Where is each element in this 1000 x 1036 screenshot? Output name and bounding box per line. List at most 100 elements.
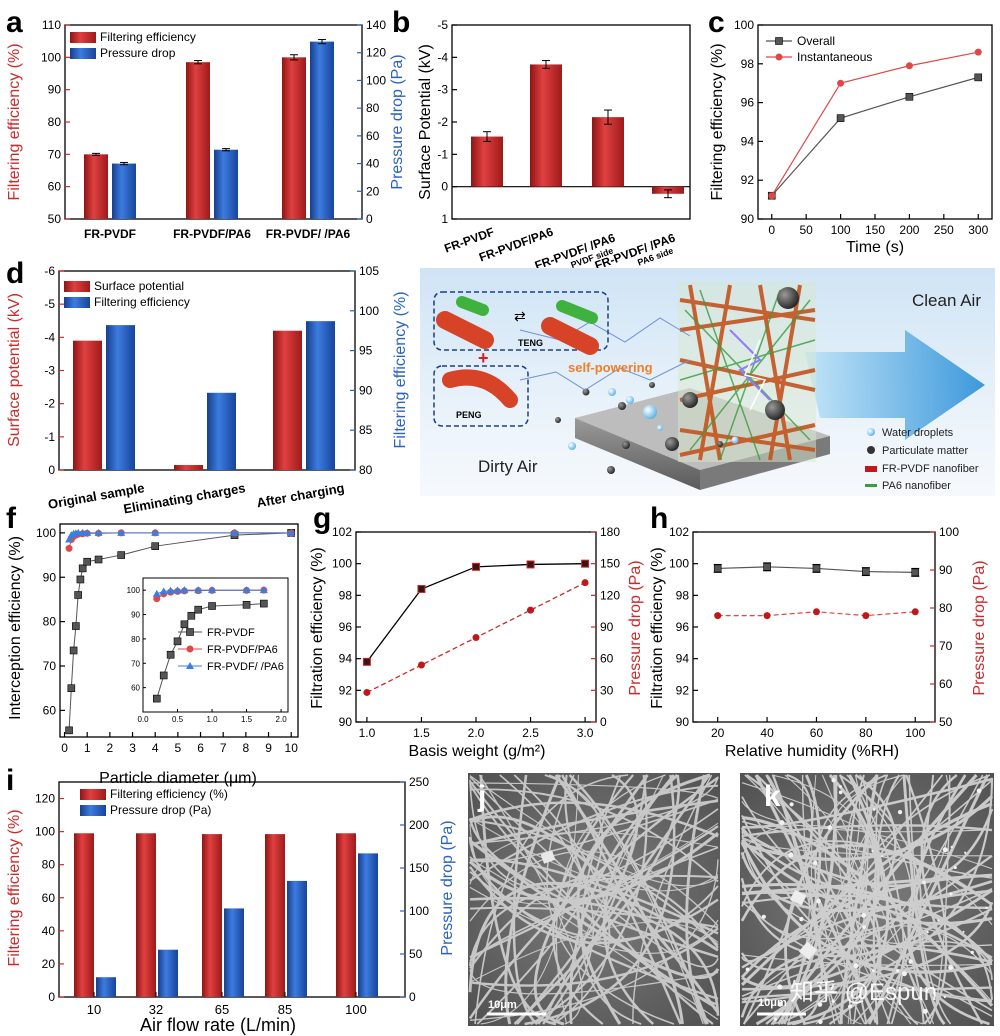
category-label: After charging — [255, 480, 345, 510]
inset-point — [194, 605, 203, 614]
sem-particle — [862, 925, 866, 929]
y-tick-label: 100 — [669, 557, 689, 571]
sem-fiber — [741, 889, 993, 969]
sem-fiber — [469, 775, 719, 887]
y-tick-label: 0 — [409, 990, 416, 1004]
data-point — [69, 646, 78, 655]
y-tick-label: 90 — [48, 83, 62, 97]
point-efficiency — [713, 564, 722, 573]
sem-particle — [970, 950, 974, 955]
bar-surface-potential — [530, 64, 562, 187]
x-tick-label: 80 — [859, 726, 873, 740]
bar-pressure-drop — [287, 880, 307, 997]
sem-particle — [838, 790, 843, 795]
y-tick-label: 40 — [366, 157, 380, 171]
point-pressure — [911, 608, 919, 616]
panel-label-g: g — [313, 502, 331, 535]
nanofiber-mesh — [678, 282, 816, 462]
sem-fiber — [902, 774, 946, 1026]
legend-filtering-efficiency-swatch — [70, 32, 96, 43]
sem-particle — [818, 1019, 823, 1025]
y-tick-label: 100 — [939, 525, 959, 539]
peng-label: PENG — [456, 410, 482, 420]
x-tick-label: 60 — [810, 726, 824, 740]
chart-c: 90 92 94 96 98 100 0 50 100 150 200 250 300 Filtering… — [709, 18, 993, 256]
sem-particle — [773, 1017, 777, 1021]
chart-f: 60 70 80 90 100 0 1 2 3 4 5 6 7 8 9 10 Interception effi… — [7, 523, 299, 787]
y-tick-label: 96 — [741, 96, 755, 110]
y-tick-label: 90 — [741, 212, 755, 226]
data-point — [151, 542, 159, 550]
data-point — [117, 528, 126, 536]
bar-surface-potential — [174, 465, 203, 470]
legend-marker — [775, 53, 783, 61]
y-tick-label: 110 — [42, 18, 61, 32]
sem-particle — [777, 1001, 783, 1007]
sem-particle — [943, 995, 947, 999]
series-line-overall — [771, 76, 979, 197]
category-label: FR-PVDF — [84, 227, 136, 241]
x-tick-label: 3.0 — [577, 726, 594, 740]
sem-particle — [962, 930, 965, 933]
y-tick-label: 60 — [43, 703, 57, 717]
y-tick-label: 50 — [939, 715, 953, 729]
y-tick-label: -3 — [44, 364, 55, 378]
bar-filtering-efficiency — [136, 833, 156, 997]
sem-fiber — [905, 774, 948, 1025]
sem-fiber — [554, 774, 684, 1025]
sem-particle — [976, 788, 982, 794]
sem-particle — [827, 825, 833, 830]
y-tick-label: 92 — [741, 173, 755, 187]
sem-image-j: j 10μm — [468, 773, 720, 1026]
bar-surface-potential — [592, 117, 624, 187]
inset-point — [180, 586, 189, 594]
inset-point — [242, 600, 251, 609]
sem-particle — [812, 860, 818, 866]
y-tick-label: 90 — [339, 715, 353, 729]
point-efficiency — [812, 564, 821, 573]
point-pressure — [363, 688, 371, 696]
y-tick-label: -4 — [44, 330, 55, 344]
sem-fiber — [469, 776, 719, 968]
x-tick-label: 32 — [149, 1002, 163, 1017]
sem-particle — [942, 847, 948, 853]
inset-point — [173, 586, 182, 594]
inset-x-tick-label: 1.0 — [206, 715, 218, 724]
inset-point — [259, 586, 268, 594]
data-point — [72, 622, 80, 630]
legend-water-droplets: Water droplets — [882, 427, 954, 439]
inset-legend-label: FR-PVDF — [207, 627, 255, 639]
schematic-e: Clean Air — [420, 268, 995, 496]
x-tick-label: 40 — [760, 726, 774, 740]
y-tick-label: 80 — [359, 463, 373, 477]
y-tick-label: -3 — [437, 83, 448, 97]
point-pressure — [417, 661, 425, 669]
point-instantaneous — [837, 79, 845, 87]
y-tick-label: 85 — [359, 423, 373, 437]
y-tick-label: 20 — [366, 184, 380, 198]
sem-fiber — [867, 774, 989, 1025]
x-tick-label: 100 — [905, 726, 925, 740]
inset-legend-marker — [186, 628, 194, 636]
x-tick-label: 7 — [220, 741, 227, 755]
watermark: 知乎 @Espun — [790, 979, 937, 1006]
x-tick-label: 2 — [107, 741, 114, 755]
inset-x-tick-label: 0.0 — [137, 715, 149, 724]
y-tick-label: 96 — [339, 620, 353, 634]
panel-label-k: k — [764, 780, 781, 813]
data-point — [83, 528, 92, 536]
y2-axis-title: Pressure drop (Pa) — [627, 560, 644, 695]
y-tick-label: -4 — [437, 50, 448, 64]
x-axis-title: Time (s) — [846, 239, 904, 256]
chart-d: 0 -1 -2 -3 -4 -5 -6 80 85 90 95 100 105 Surface poten… — [6, 264, 409, 516]
sem-particle — [789, 802, 794, 807]
sem-fiber — [741, 824, 993, 870]
data-point — [76, 575, 85, 584]
sem-particle — [799, 916, 804, 922]
sem-particle — [901, 971, 907, 977]
bar-pressure-drop — [224, 908, 244, 997]
y-tick-label: 60 — [939, 677, 953, 691]
sem-fiber — [741, 901, 994, 991]
y-tick-label: 98 — [676, 588, 690, 602]
